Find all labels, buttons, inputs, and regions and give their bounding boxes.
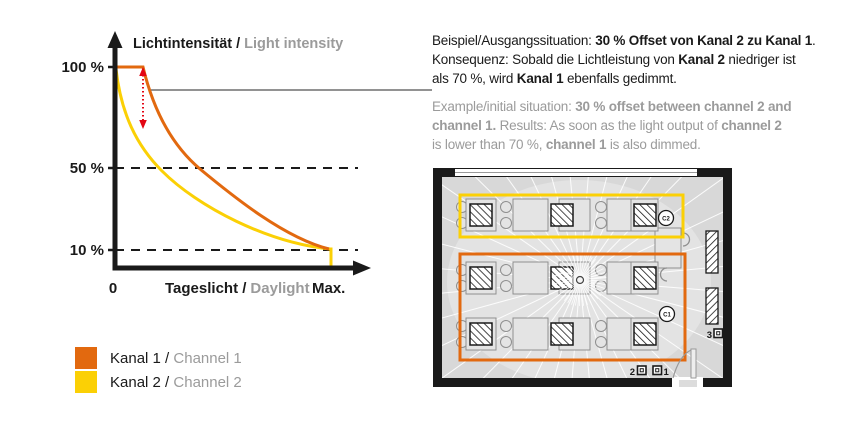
- legend-item-kanal1: Kanal 1 / Channel 1: [75, 346, 242, 370]
- svg-text:2: 2: [630, 367, 635, 378]
- cabinet-chair: [682, 232, 691, 247]
- y-axis-title: Lichtintensität / Light intensity: [133, 36, 343, 52]
- y-tick-50: 50 %: [70, 160, 104, 177]
- door: [672, 348, 703, 387]
- switch-icon: [636, 365, 647, 376]
- x-tick-max: Max.: [312, 280, 345, 297]
- switch-row: 2 1: [630, 365, 670, 378]
- switch-icon: [652, 365, 663, 376]
- sensor-rays: [553, 253, 607, 307]
- legend-label: Kanal 1 / Channel 1: [110, 349, 242, 367]
- c2-badge: C2: [657, 209, 675, 227]
- svg-text:1: 1: [664, 367, 670, 378]
- radiator: [705, 230, 719, 274]
- text-line: als 70 %, wird Kanal 1 ebenfalls gedimmt…: [432, 71, 677, 86]
- intensity-chart: Lichtintensität / Light intensity 100 % 5…: [61, 31, 432, 297]
- legend: Kanal 1 / Channel 1 Kanal 2 / Channel 2: [75, 346, 242, 394]
- workstation-row: [455, 317, 659, 351]
- kanal2-swatch: [75, 371, 97, 393]
- legend-item-kanal2: Kanal 2 / Channel 2: [75, 370, 242, 394]
- cabinet-chair: [659, 267, 668, 282]
- c1-badge: C1: [658, 305, 676, 323]
- y-tick-10: 10 %: [70, 242, 104, 259]
- switch-inner: [655, 368, 660, 373]
- text-line: Example/initial situation: 30 % offset b…: [432, 99, 792, 114]
- switch-3: 3: [707, 328, 724, 341]
- switch-inner: [639, 368, 644, 373]
- workstation-row: [455, 261, 659, 295]
- text-line: Beispiel/Ausgangssituation: 30 % Offset …: [432, 33, 816, 48]
- text-line: channel 1. Results: As soon as the light…: [432, 118, 782, 133]
- door-leaf: [690, 348, 697, 379]
- svg-text:3: 3: [707, 330, 712, 341]
- window: [455, 169, 697, 176]
- daylight-sensor-icon: [575, 275, 585, 285]
- legend-label: Kanal 2 / Channel 2: [110, 373, 242, 391]
- curve-kanal1: [115, 65, 330, 251]
- x-axis-title: Tageslicht / Daylight: [165, 280, 310, 297]
- gridlines: [115, 167, 358, 251]
- floorplan: C2 C1 3 2 1: [433, 168, 732, 387]
- svg-text:C2: C2: [662, 217, 670, 223]
- workstation-row: [455, 198, 659, 232]
- curve-kanal2: [114, 68, 333, 268]
- axes: [107, 31, 371, 276]
- radiator: [705, 287, 719, 325]
- svg-text:C1: C1: [663, 313, 671, 319]
- offset-arrow: [139, 67, 147, 129]
- kanal2-zone: [458, 193, 685, 239]
- explanation-de: Beispiel/Ausgangssituation: 30 % Offset …: [432, 31, 856, 88]
- kanal1-swatch: [75, 347, 97, 369]
- cabinet: [654, 227, 682, 269]
- kanal1-zone: [458, 252, 687, 362]
- text-line: is lower than 70 %, channel 1 is also di…: [432, 137, 701, 152]
- switch-icon: [713, 328, 724, 339]
- switch-inner: [716, 331, 721, 336]
- explanation-en: Example/initial situation: 30 % offset b…: [432, 97, 856, 154]
- x-tick-0: 0: [109, 280, 117, 297]
- y-tick-100: 100 %: [61, 59, 104, 76]
- explanation-text: Beispiel/Ausgangssituation: 30 % Offset …: [432, 31, 856, 154]
- text-line: Konsequenz: Sobald die Lichtleistung von…: [432, 52, 796, 67]
